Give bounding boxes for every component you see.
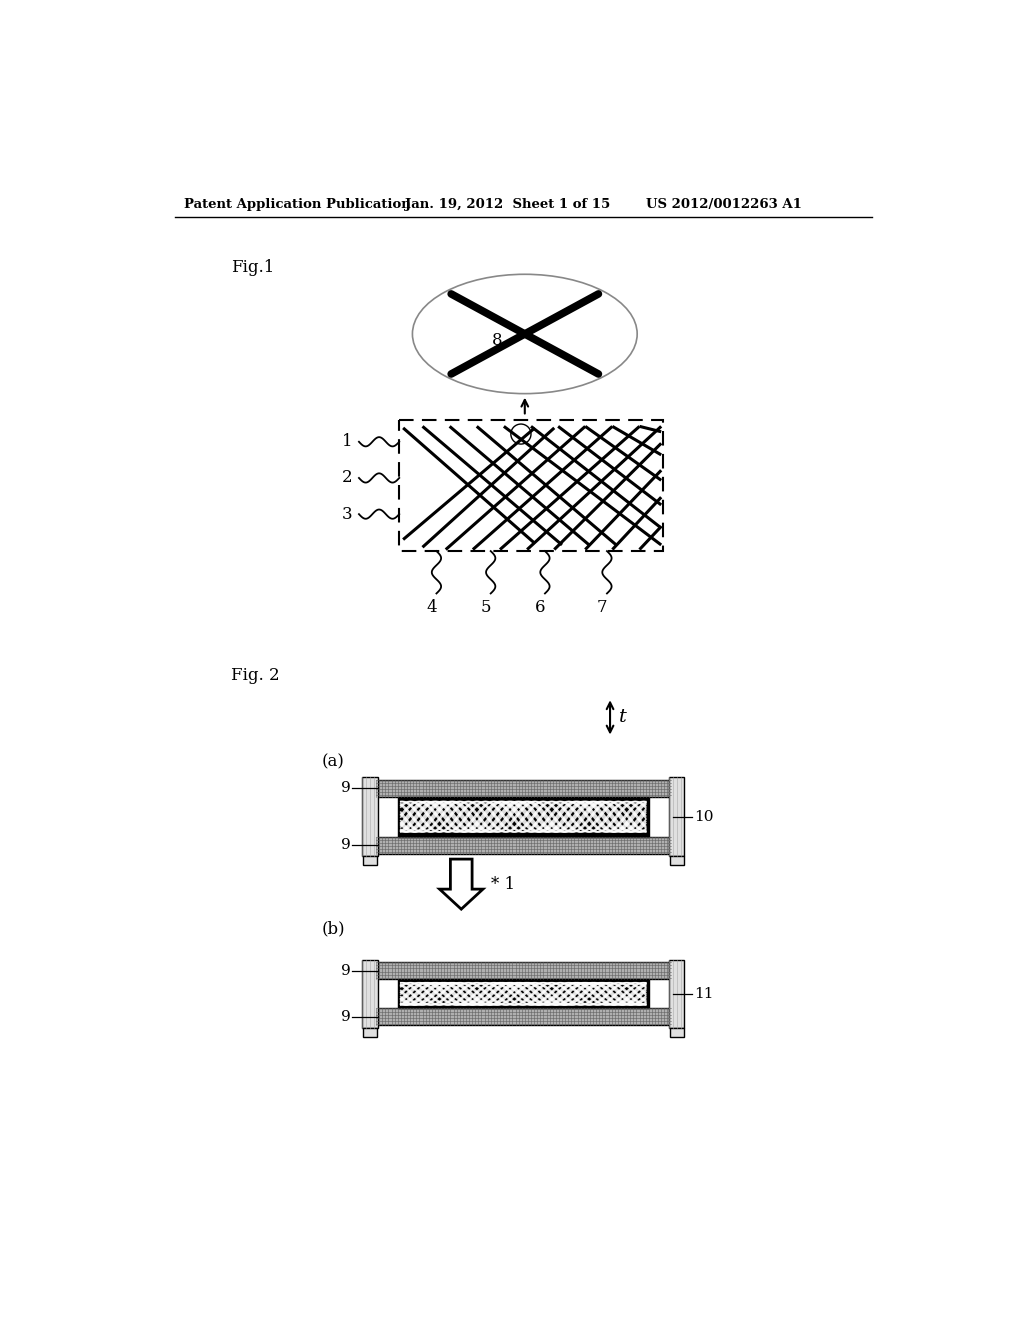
- Bar: [397, 979, 649, 1008]
- Text: 9: 9: [341, 838, 350, 853]
- Text: Patent Application Publication: Patent Application Publication: [183, 198, 411, 211]
- Text: 1: 1: [342, 433, 352, 450]
- Bar: [376, 837, 671, 854]
- Polygon shape: [439, 859, 483, 909]
- Text: 10: 10: [693, 809, 714, 824]
- Text: 6: 6: [536, 599, 546, 616]
- Text: 4: 4: [426, 599, 437, 616]
- Text: 11: 11: [693, 987, 714, 1001]
- Text: Fig.1: Fig.1: [231, 259, 274, 276]
- Text: (b): (b): [322, 921, 345, 937]
- Bar: [362, 777, 378, 855]
- Text: Fig. 2: Fig. 2: [231, 667, 280, 684]
- Text: 3: 3: [342, 506, 352, 523]
- Bar: [376, 780, 671, 797]
- Bar: [670, 855, 684, 866]
- Bar: [362, 855, 377, 866]
- Text: 7: 7: [597, 599, 607, 616]
- Bar: [376, 962, 671, 979]
- Text: (a): (a): [322, 754, 345, 771]
- Text: 9: 9: [341, 1010, 350, 1024]
- Text: 2: 2: [342, 470, 352, 487]
- Text: t: t: [620, 709, 628, 726]
- Text: Jan. 19, 2012  Sheet 1 of 15: Jan. 19, 2012 Sheet 1 of 15: [406, 198, 610, 211]
- Bar: [376, 1008, 671, 1026]
- Text: * 1: * 1: [490, 875, 515, 892]
- Bar: [362, 1028, 377, 1038]
- Bar: [399, 420, 663, 552]
- Text: 8: 8: [493, 331, 503, 348]
- Bar: [669, 960, 684, 1028]
- Bar: [670, 1028, 684, 1038]
- Text: 9: 9: [341, 781, 350, 795]
- Text: 5: 5: [481, 599, 492, 616]
- Text: 9: 9: [341, 964, 350, 978]
- Bar: [669, 777, 684, 855]
- Bar: [362, 960, 378, 1028]
- Bar: [397, 797, 649, 837]
- Text: US 2012/0012263 A1: US 2012/0012263 A1: [646, 198, 802, 211]
